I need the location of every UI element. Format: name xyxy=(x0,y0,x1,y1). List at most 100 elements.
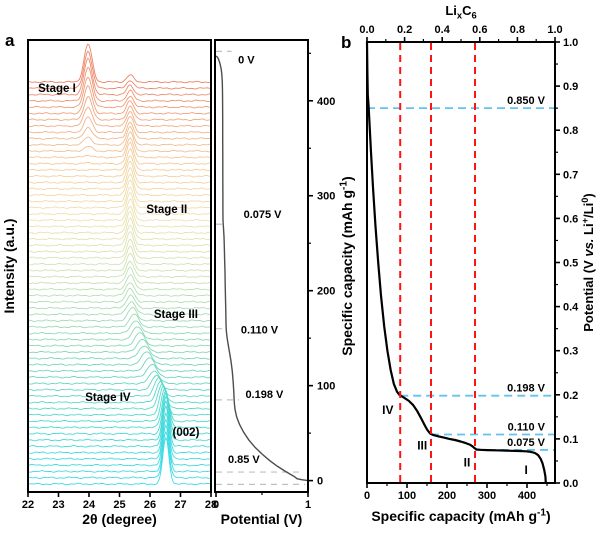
xrd-trace xyxy=(29,380,210,404)
right-tick-label: 0.6 xyxy=(563,213,578,225)
xrd-trace xyxy=(29,332,210,348)
xrd-trace xyxy=(29,137,210,159)
x-tick-label: 300 xyxy=(478,490,496,502)
x-tick-label: 0 xyxy=(364,490,370,502)
xrd-trace xyxy=(29,155,210,178)
x-tick-label: 22 xyxy=(22,499,34,511)
y-tick-label: 400 xyxy=(317,96,335,108)
xrd-traces xyxy=(29,43,210,486)
y-tick-label: 300 xyxy=(317,191,335,203)
xrd-trace xyxy=(29,320,210,335)
y-tick-label: 200 xyxy=(317,286,335,298)
xrd-trace xyxy=(29,282,210,297)
top-tick-label: 1.0 xyxy=(547,24,562,36)
xrd-trace xyxy=(29,339,210,354)
xrd-trace xyxy=(29,404,210,454)
potential-level-label: 0.075 V xyxy=(507,437,546,449)
panel-a-waterfall: 22 23 24 25 26 27 28 2θ (degree) Intensity (a.u.… xyxy=(1,39,217,527)
xrd-trace xyxy=(29,231,210,253)
xrd-trace xyxy=(29,363,210,379)
xrd-trace xyxy=(29,294,210,310)
panel-b-label: b xyxy=(341,33,352,52)
stage-annotation: Stage IV xyxy=(85,392,131,404)
xrd-trace xyxy=(29,387,210,423)
potential-marker-label: 0.198 V xyxy=(245,389,284,401)
stage-annotation: Stage III xyxy=(154,309,198,321)
top-tick-label: 0.4 xyxy=(435,24,451,36)
xrd-trace xyxy=(29,191,210,216)
y-tick-label: 100 xyxy=(317,381,335,393)
top-axis-title: LixC6 xyxy=(445,3,476,21)
xrd-trace xyxy=(29,238,210,260)
xrd-trace xyxy=(29,50,210,90)
x-axis-title: Specific capacity (mAh g-1) xyxy=(371,508,550,524)
potential-marker-label: 0.110 V xyxy=(241,325,279,337)
potential-marker-label: 0.075 V xyxy=(244,209,283,221)
xrd-trace xyxy=(29,266,210,285)
xrd-trace xyxy=(29,430,210,479)
panel-a-potential-frame xyxy=(214,39,309,493)
right-axis-title: Potential (V vs. Li+/Li0) xyxy=(580,193,596,332)
xrd-trace xyxy=(29,198,210,222)
top-tick-label: 0.2 xyxy=(397,24,412,36)
right-tick-label: 0.4 xyxy=(563,302,579,314)
xrd-trace xyxy=(29,326,210,341)
xrd-trace xyxy=(29,383,210,410)
xrd-trace xyxy=(29,313,210,329)
right-tick-label: 0.8 xyxy=(563,125,578,137)
right-tick-label: 0.5 xyxy=(563,258,578,270)
xrd-trace xyxy=(29,131,210,153)
xrd-trace xyxy=(29,167,210,191)
potential-marker-label: 0 V xyxy=(238,54,255,66)
top-tick-label: 0.6 xyxy=(472,24,487,36)
xrd-trace xyxy=(29,391,210,435)
x-axis-title: Potential (V) xyxy=(221,511,303,527)
stage-annotation: Stage I xyxy=(38,83,76,95)
stage-roman-label: IV xyxy=(382,403,393,417)
x-tick-label: 200 xyxy=(438,490,456,502)
panel-a-frame xyxy=(27,39,212,493)
xrd-trace xyxy=(29,179,210,203)
xrd-trace xyxy=(29,43,210,84)
x-axis-title: 2θ (degree) xyxy=(82,511,156,527)
y-axis-title: Intensity (a.u.) xyxy=(1,219,17,314)
xrd-trace xyxy=(29,217,210,241)
xrd-trace xyxy=(29,205,210,228)
right-tick-label: 1.0 xyxy=(563,37,578,49)
xrd-trace xyxy=(29,76,210,109)
xrd-trace xyxy=(29,306,210,322)
xrd-trace xyxy=(29,66,210,103)
xrd-trace xyxy=(29,399,210,448)
panel-a-label: a xyxy=(5,31,15,50)
xrd-trace xyxy=(29,186,210,209)
x-tick-label: 26 xyxy=(144,499,156,511)
xrd-trace xyxy=(29,210,210,234)
x-tick-label: 0 xyxy=(213,499,219,511)
xrd-trace xyxy=(29,351,210,366)
x-tick-label: 24 xyxy=(83,499,96,511)
stage-annotation: Stage II xyxy=(146,204,187,216)
xrd-trace xyxy=(29,141,210,165)
x-tick-label: 23 xyxy=(52,499,64,511)
xrd-trace xyxy=(29,252,210,272)
right-tick-label: 0.7 xyxy=(563,169,578,181)
xrd-trace xyxy=(29,126,210,147)
xrd-trace xyxy=(29,391,210,429)
xrd-trace xyxy=(29,370,210,385)
xrd-trace xyxy=(29,147,210,172)
xrd-trace xyxy=(29,224,210,247)
y-axis-title: Specific capacity (mAh g-1) xyxy=(339,176,355,355)
panel-a-potential: 0 V0.075 V0.110 V0.198 V0.85 V0 101002003… xyxy=(213,39,355,527)
xrd-trace xyxy=(29,395,210,442)
xrd-trace xyxy=(29,274,210,291)
x-tick-label: 100 xyxy=(398,490,416,502)
stage-roman-label: III xyxy=(417,439,427,453)
potential-level-label: 0.110 V xyxy=(508,421,546,433)
xrd-trace xyxy=(29,423,210,473)
stage-roman-label: II xyxy=(464,456,471,470)
xrd-trace xyxy=(29,411,210,461)
xrd-trace xyxy=(29,121,210,140)
xrd-trace xyxy=(29,357,210,373)
